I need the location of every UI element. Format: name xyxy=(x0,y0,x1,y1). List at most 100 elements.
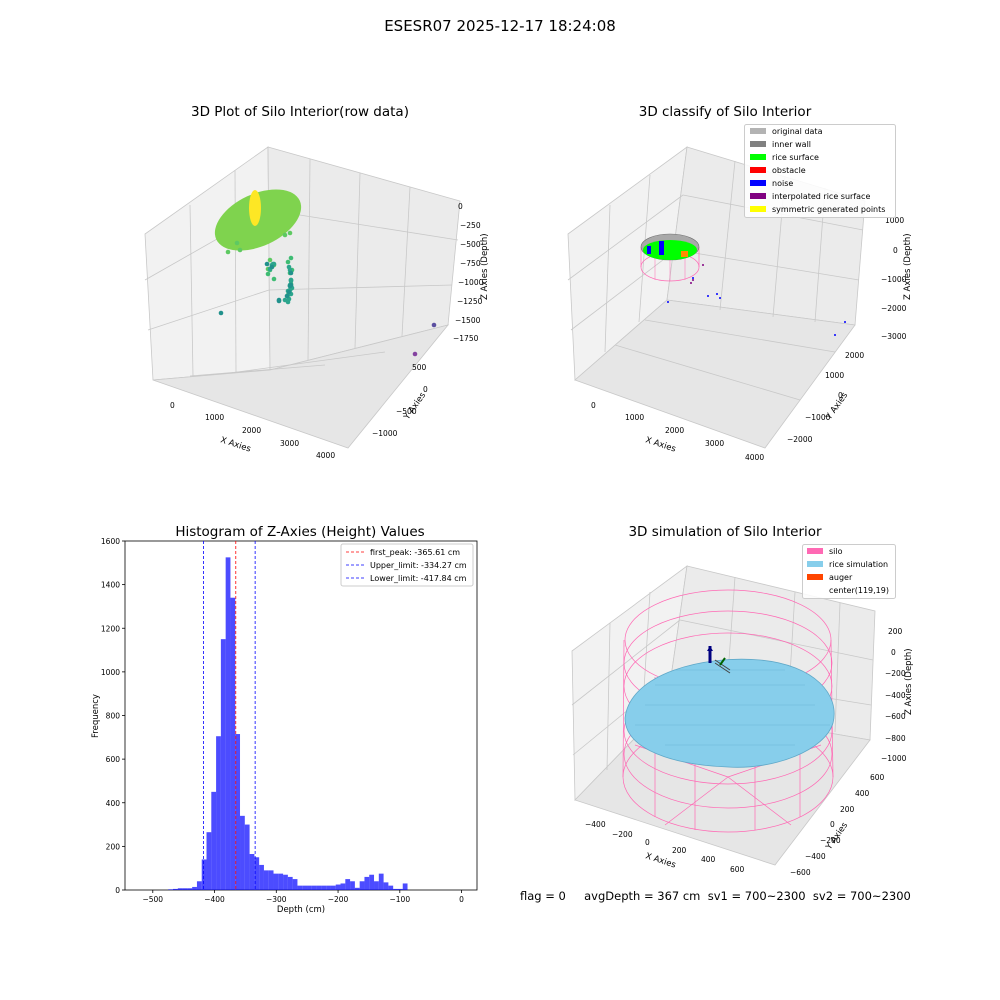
histogram-bar xyxy=(364,876,370,890)
legend-silo-label: silo xyxy=(829,547,843,556)
histogram-bar xyxy=(187,888,193,890)
histogram-bar xyxy=(173,888,178,890)
histogram-bar xyxy=(350,881,355,890)
histogram-bar xyxy=(326,885,331,890)
simulation-plot-title: 3D simulation of Silo Interior xyxy=(628,524,822,540)
histogram-xticks: −500 −400 −300 −200 −100 0 xyxy=(142,890,464,904)
histogram-bar xyxy=(235,734,241,890)
raw-plot-title: 3D Plot of Silo Interior(row data) xyxy=(191,104,409,120)
histogram-bar xyxy=(330,885,336,890)
raw-xtick: 4000 xyxy=(316,451,335,460)
classify-ztick: −2000 xyxy=(881,304,907,313)
simulation-ytick: 600 xyxy=(870,773,885,782)
raw-ztick: −1250 xyxy=(457,297,483,306)
status-footer: flag = 0 avgDepth = 367 cm sv1 = 700~230… xyxy=(520,889,911,903)
legend-center-label: center(119,19) xyxy=(829,586,889,595)
raw-xtick: 0 xyxy=(170,401,175,410)
simulation-ytick: 200 xyxy=(840,805,855,814)
legend-swatch-obstacle xyxy=(750,167,766,173)
legend-inner-wall-label: inner wall xyxy=(772,140,811,149)
classify-legend: original data inner wall rice surface ob… xyxy=(744,124,896,218)
histogram-bar xyxy=(359,881,365,890)
raw-point-highlight xyxy=(249,190,261,226)
histogram-chart: −500 −400 −300 −200 −100 0 0 200 400 600 800 1000 1… xyxy=(91,537,478,915)
simulation-ztick: −1000 xyxy=(881,754,907,763)
legend-swatch-inner-wall xyxy=(750,141,766,147)
classify-ztick: −1000 xyxy=(881,275,907,284)
histogram-ytick-label: 800 xyxy=(106,712,121,721)
histogram-bar xyxy=(345,879,351,890)
histogram-bar xyxy=(182,888,188,890)
histogram-xlabel: Depth (cm) xyxy=(277,905,325,915)
legend-swatch-rice xyxy=(807,561,823,567)
histogram-bars xyxy=(168,557,408,890)
histogram-bar xyxy=(383,882,389,890)
raw-ytick: −1000 xyxy=(372,429,398,438)
histogram-bar xyxy=(292,879,298,890)
raw-xtick: 1000 xyxy=(205,413,224,422)
histogram-xtick-label: −500 xyxy=(142,895,163,904)
raw-3d-plot: 0 1000 2000 3000 4000 X Axies 500 0 −500… xyxy=(144,146,490,460)
raw-floor-pane xyxy=(152,324,450,449)
simulation-xtick: 400 xyxy=(701,855,716,864)
histogram-bar xyxy=(335,884,341,890)
histogram-ytick-label: 0 xyxy=(115,886,120,895)
histogram-bar xyxy=(297,885,303,890)
legend-swatch-symmetric xyxy=(750,206,766,212)
histogram-bar xyxy=(254,857,260,890)
simulation-ztick: −600 xyxy=(885,712,906,721)
classify-silo-cloud xyxy=(640,233,846,336)
legend-upper-limit-label: Upper_limit: -334.27 cm xyxy=(370,561,467,570)
classify-xtick: 1000 xyxy=(625,413,644,422)
histogram-reference-lines xyxy=(203,541,256,890)
histogram-title: Histogram of Z-Axies (Height) Values xyxy=(175,524,425,540)
histogram-bar xyxy=(278,873,284,890)
legend-swatch-interpolated xyxy=(750,193,766,199)
histogram-bar xyxy=(273,873,279,890)
legend-symmetric-label: symmetric generated points xyxy=(772,205,885,214)
simulation-ztick: −200 xyxy=(885,669,906,678)
histogram-ylabel: Frequency xyxy=(91,694,101,738)
simulation-xtick: 0 xyxy=(645,838,650,847)
histogram-bar xyxy=(192,886,197,890)
histogram-bar xyxy=(340,883,346,890)
histogram-bar xyxy=(168,889,174,890)
raw-ztick: −500 xyxy=(460,240,481,249)
legend-swatch-silo xyxy=(807,548,823,554)
histogram-bar xyxy=(240,815,245,890)
legend-swatch-noise xyxy=(750,180,766,186)
simulation-ytick: 0 xyxy=(830,820,835,829)
histogram-xtick-label: 0 xyxy=(459,895,464,904)
histogram-bar xyxy=(397,888,403,890)
histogram-bar xyxy=(263,870,269,890)
classify-zlabel: Z Axies (Depth) xyxy=(903,233,913,300)
simulation-xtick: 200 xyxy=(672,846,687,855)
legend-swatch-auger xyxy=(807,574,823,580)
histogram-yticks: 0 200 400 600 800 1000 1200 1400 1600 xyxy=(101,537,125,895)
classify-xtick: 3000 xyxy=(705,439,724,448)
legend-swatch-rice-surface xyxy=(750,154,766,160)
legend-swatch-original xyxy=(750,128,766,134)
histogram-bar xyxy=(225,557,231,890)
histogram-bar xyxy=(311,885,317,890)
histogram-bar xyxy=(307,885,312,890)
legend-auger-label: auger xyxy=(829,573,853,582)
histogram-ytick-label: 400 xyxy=(106,799,121,808)
classify-floor-pane xyxy=(574,299,856,449)
legend-interpolated-label: interpolated rice surface xyxy=(772,192,870,201)
histogram-bar xyxy=(177,888,183,890)
classify-ytick: 1000 xyxy=(825,371,844,380)
legend-rice-surface-label: rice surface xyxy=(772,153,819,162)
histogram-ytick-label: 1000 xyxy=(101,668,120,677)
classify-ztick: 0 xyxy=(893,246,898,255)
classify-xlabel: X Axies xyxy=(644,435,677,454)
histogram-xtick-label: −400 xyxy=(204,895,225,904)
histogram-ytick-label: 1400 xyxy=(101,581,120,590)
histogram-bar xyxy=(283,874,288,890)
raw-ytick: 0 xyxy=(423,385,428,394)
histogram-bar xyxy=(402,883,408,890)
classify-axis-labels: 0 1000 2000 3000 4000 X Axies 2000 1000 … xyxy=(591,216,913,460)
histogram-bar xyxy=(287,876,293,890)
histogram-ytick-label: 200 xyxy=(106,842,121,851)
simulation-ytick: −400 xyxy=(805,852,826,861)
